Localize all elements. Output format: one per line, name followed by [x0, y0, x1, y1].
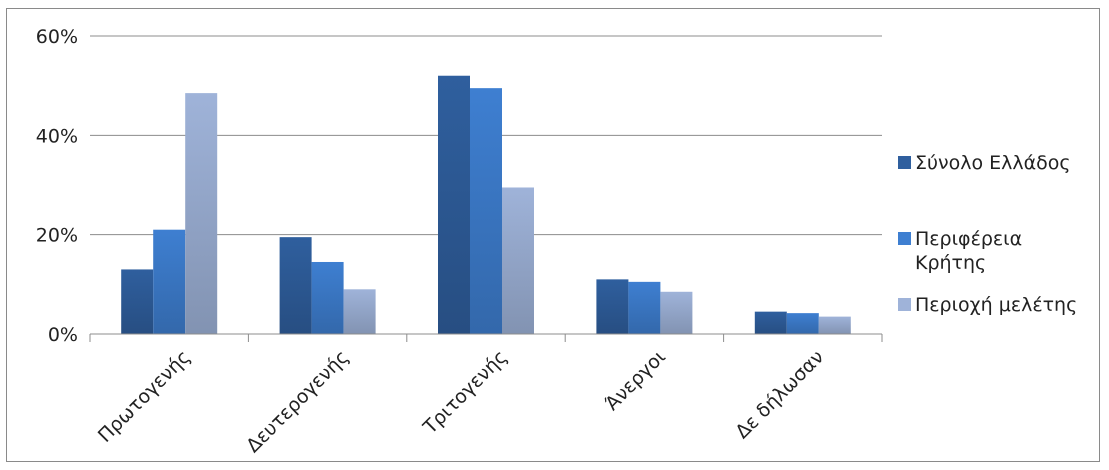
y-axis-labels: 0% 20% 40% 60% — [36, 26, 78, 346]
y-tick-label: 20% — [36, 225, 78, 247]
bars — [121, 75, 851, 335]
legend-swatch — [898, 156, 911, 169]
bar-3-series-1 — [438, 75, 470, 334]
x-axis — [89, 333, 883, 342]
bar-1-series-1 — [121, 269, 154, 334]
x-axis-labels: Πρωτογενής Δευτερογενής Τριτογενής Άνεργοι Δ… — [94, 346, 828, 457]
bar-2-series-3 — [343, 289, 376, 334]
bar-3-series-2 — [470, 88, 502, 335]
bar-1-series-2 — [153, 229, 186, 334]
x-category-label: Δε δήλωσαν — [731, 346, 828, 443]
y-tick-label: 40% — [36, 125, 78, 147]
x-category-label: Άνεργοι — [601, 346, 670, 415]
bar-3-series-3 — [502, 187, 534, 334]
legend-label: Σύνολο Ελλάδος — [915, 152, 1071, 174]
bar-4-series-1 — [596, 279, 629, 334]
bar-4-series-3 — [660, 291, 693, 334]
legend-label: Κρήτης — [915, 252, 986, 274]
bar-1-series-3 — [185, 93, 218, 334]
bar-5-series-1 — [754, 311, 787, 334]
x-category-label: Πρωτογενής — [94, 346, 195, 447]
legend-label: Περιφέρεια — [915, 228, 1022, 250]
bar-2-series-2 — [311, 261, 344, 334]
bar-4-series-2 — [628, 281, 661, 334]
x-category-label: Δευτερογενής — [242, 346, 353, 457]
legend-swatch — [898, 298, 911, 311]
legend-label: Περιοχή μελέτης — [915, 294, 1077, 316]
legend-swatch — [898, 232, 911, 245]
bar-5-series-2 — [786, 313, 819, 334]
y-tick-label: 60% — [36, 26, 78, 48]
bar-2-series-1 — [279, 237, 312, 334]
x-category-label: Τριτογενής — [419, 346, 512, 439]
y-tick-label: 0% — [48, 324, 78, 346]
bar-5-series-3 — [818, 316, 851, 334]
